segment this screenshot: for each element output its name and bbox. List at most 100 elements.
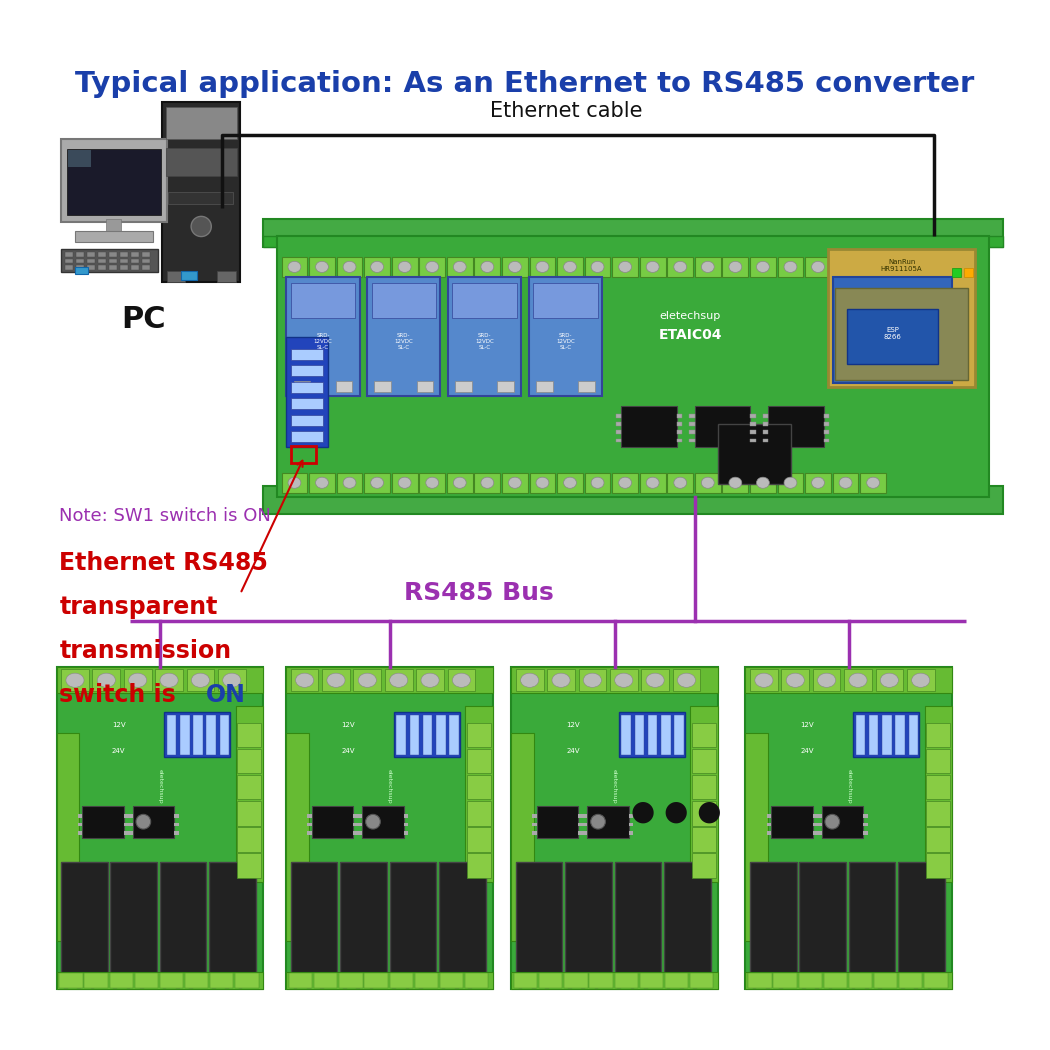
Ellipse shape <box>98 673 116 688</box>
Bar <box>314 973 337 988</box>
Bar <box>823 422 830 426</box>
Ellipse shape <box>818 673 836 688</box>
Bar <box>778 472 803 492</box>
Bar <box>142 252 150 257</box>
Bar <box>337 257 362 277</box>
Bar <box>78 822 82 826</box>
Bar <box>475 472 500 492</box>
Bar <box>676 422 682 426</box>
Bar <box>456 381 471 392</box>
Text: eletechsup: eletechsup <box>158 769 163 803</box>
Bar <box>692 722 716 748</box>
Bar <box>419 984 422 988</box>
Bar <box>579 669 606 691</box>
Bar <box>84 973 108 988</box>
Ellipse shape <box>295 673 314 688</box>
Bar <box>134 973 159 988</box>
Bar <box>291 284 355 318</box>
Bar <box>217 271 235 281</box>
Bar <box>287 277 360 397</box>
Bar <box>878 984 882 988</box>
Bar <box>442 984 445 988</box>
Ellipse shape <box>521 673 539 688</box>
Bar <box>237 801 261 825</box>
Bar <box>287 733 309 941</box>
Bar <box>166 107 236 140</box>
Ellipse shape <box>66 673 84 688</box>
Ellipse shape <box>288 261 301 272</box>
Bar <box>218 669 246 691</box>
Bar <box>174 815 179 818</box>
Bar <box>594 984 598 988</box>
Bar <box>899 973 922 988</box>
Bar <box>336 381 353 392</box>
Bar <box>774 973 797 988</box>
Bar <box>68 150 91 167</box>
Bar <box>372 284 436 318</box>
Bar <box>964 268 973 277</box>
Bar <box>131 252 140 257</box>
Bar <box>187 669 214 691</box>
Bar <box>622 405 676 447</box>
Text: SRD-
12VDC
SL-C: SRD- 12VDC SL-C <box>476 333 494 350</box>
Bar <box>763 439 769 442</box>
Text: PC: PC <box>122 304 166 334</box>
Bar <box>447 472 473 492</box>
Bar <box>502 257 528 277</box>
Bar <box>750 430 756 434</box>
Text: eletechsup: eletechsup <box>659 312 721 321</box>
Bar <box>874 973 898 988</box>
Bar <box>676 414 682 418</box>
Bar <box>805 472 831 492</box>
Bar <box>568 984 571 988</box>
Bar <box>585 472 610 492</box>
Bar <box>579 381 594 392</box>
Bar <box>817 831 822 835</box>
Ellipse shape <box>316 261 329 272</box>
Bar <box>746 668 952 693</box>
Bar <box>779 984 783 988</box>
Bar <box>128 815 132 818</box>
Bar <box>87 265 96 270</box>
Text: transparent: transparent <box>59 594 217 618</box>
Bar <box>167 715 176 755</box>
Bar <box>436 715 445 755</box>
Bar <box>113 984 117 988</box>
Ellipse shape <box>849 673 867 688</box>
Bar <box>405 984 410 988</box>
Bar <box>750 439 756 442</box>
Ellipse shape <box>756 477 770 488</box>
Ellipse shape <box>701 261 714 272</box>
Bar <box>465 706 492 882</box>
Bar <box>519 984 522 988</box>
Bar <box>676 430 682 434</box>
Bar <box>392 472 418 492</box>
Bar <box>193 715 203 755</box>
Bar <box>57 668 264 693</box>
Ellipse shape <box>825 815 840 830</box>
Bar <box>364 973 387 988</box>
Bar <box>746 972 952 989</box>
Bar <box>813 815 817 818</box>
Bar <box>618 712 685 757</box>
Bar <box>690 973 713 988</box>
Ellipse shape <box>327 673 345 688</box>
Bar <box>616 414 622 418</box>
Bar <box>639 472 666 492</box>
Bar <box>410 715 419 755</box>
Text: 12V: 12V <box>566 722 580 729</box>
Bar <box>309 472 335 492</box>
Bar <box>622 715 631 755</box>
Bar <box>863 822 867 826</box>
Bar <box>750 414 756 418</box>
Bar <box>219 715 229 755</box>
Bar <box>128 822 132 826</box>
Bar <box>212 984 215 988</box>
Bar <box>817 815 822 818</box>
Bar <box>876 669 903 691</box>
Bar <box>547 669 574 691</box>
Bar <box>164 712 230 757</box>
Bar <box>404 831 408 835</box>
Ellipse shape <box>880 673 899 688</box>
Bar <box>142 258 150 264</box>
